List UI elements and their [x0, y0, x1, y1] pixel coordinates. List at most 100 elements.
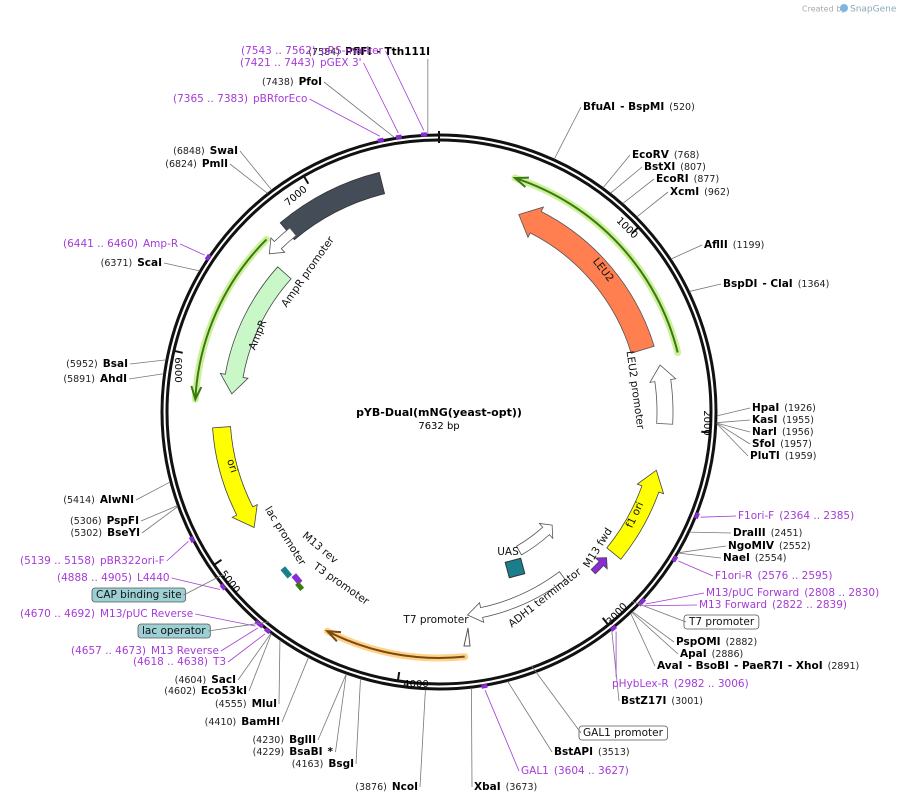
enzyme-label-part: (2886): [712, 649, 744, 660]
primer-site: [610, 624, 618, 632]
enzyme-label-part: (4230): [252, 735, 284, 746]
boxed-leader: [631, 600, 687, 623]
primer-site: [481, 683, 488, 689]
primer-leader: [220, 627, 258, 652]
enzyme-label-part: AflII: [704, 239, 728, 251]
feature-label: T3 promoter: [310, 560, 372, 608]
enzyme-leader: [141, 506, 178, 534]
enzyme-label: (4410) BamHI: [205, 716, 280, 728]
enzyme-label: BfuAI - BspMI (520): [583, 101, 695, 113]
enzyme-label: (4555) MluI: [215, 698, 277, 710]
primer-label: (4618 .. 4638) T3: [133, 656, 226, 668]
primer-label-part: (2822 .. 2839): [772, 599, 847, 611]
primer-label-part: (2808 .. 2830): [804, 587, 879, 599]
enzyme-label: (4229) BsaBI *: [253, 746, 334, 758]
enzyme-label-part: (962): [704, 187, 730, 198]
enzyme-label: DraIII (2451): [733, 527, 802, 539]
primer-label: M13/pUC Forward (2808 .. 2830): [706, 587, 879, 599]
ruler-tick: [631, 227, 639, 235]
enzyme-label-part: ScaI: [137, 257, 162, 269]
enzyme-leader: [278, 639, 281, 705]
primer-label-part: (5139 .. 5158): [20, 555, 95, 567]
enzyme-label-part: (4555): [215, 699, 247, 710]
primer-label-part: pBR322ori-F: [100, 555, 165, 567]
enzyme-leader: [602, 154, 631, 188]
enzyme-leader: [471, 688, 473, 788]
enzyme-label: BstXI (807): [644, 161, 706, 173]
enzyme-label-part: BsaBI: [289, 746, 322, 758]
enzyme-leader: [507, 681, 553, 753]
primer-label-part: M13/pUC Forward: [706, 587, 799, 599]
enzyme-label-part: BsaI: [103, 358, 128, 370]
boxed-frame: [578, 725, 668, 741]
enzyme-label: EcoRV (768): [632, 149, 699, 161]
enzyme-leader: [281, 657, 309, 723]
enzyme-label-part: BstAPI: [554, 746, 593, 758]
t3-feature: [295, 581, 305, 591]
primer-label: pHybLex-R (2982 .. 3006): [612, 678, 749, 690]
lac-feature: [280, 566, 293, 579]
enzyme-label: (4163) BsgI: [292, 758, 354, 770]
primer-leader: [363, 62, 399, 134]
enzyme-label-part: (877): [694, 174, 720, 185]
primer-site: [188, 535, 196, 544]
enzyme-label-part: (1955): [782, 415, 814, 426]
enzyme-label-part: PspFI: [107, 515, 139, 527]
enzyme-label-part: DraIII: [733, 527, 766, 539]
enzyme-leader: [129, 359, 166, 365]
enzyme-label-part: AvaI: [657, 660, 683, 672]
enzyme-label-part: NgoMIV: [728, 540, 775, 552]
enzyme-label-part: SacI: [211, 674, 236, 686]
enzyme-label: BstZ17I (3001): [621, 695, 703, 707]
boxed-label: lac operator: [142, 625, 206, 637]
enzyme-label-part: BglII: [289, 734, 316, 746]
primer-label: (7421 .. 7443) pGEX 3': [240, 57, 362, 69]
enzyme-label-part: (4602): [164, 686, 196, 697]
ampr-direction-head: [190, 385, 203, 402]
enzyme-label: (4604) SacI: [175, 674, 236, 686]
enzyme-leader: [128, 373, 164, 380]
primer-leader: [645, 592, 705, 605]
enzyme-label-part: BsgI: [328, 758, 354, 770]
enzyme-label-part: (6824): [165, 159, 197, 170]
boxed-leader: [183, 574, 224, 596]
enzyme-label: (6848) SwaI: [173, 145, 238, 157]
primer-site: [263, 627, 271, 635]
enzyme-label-part: PluTI: [750, 450, 780, 462]
enzyme-label: NgoMIV (2552): [728, 540, 811, 552]
primer-site: [219, 583, 227, 591]
enzyme-label-part: (4410): [205, 717, 237, 728]
enzyme-label-part: (2554): [755, 553, 787, 564]
enzyme-label: NarI (1956): [752, 426, 814, 438]
primer-label-part: pHybLex-R: [612, 678, 669, 690]
enzyme-label: (4602) Eco53kI: [164, 685, 247, 697]
enzyme-label-part: - ClaI: [762, 278, 792, 290]
enzyme-label-part: PmlI: [202, 158, 228, 170]
enzyme-label: (6371) ScaI: [101, 257, 162, 269]
uas-feature: [504, 557, 526, 579]
m13-rev-feature: [291, 573, 303, 585]
ampr-feature: [219, 266, 292, 395]
enzyme-label: BstAPI (3513): [554, 746, 630, 758]
enzyme-label: SfoI (1957): [752, 438, 812, 450]
credit: Created by: [802, 5, 846, 14]
primer-label-part: (7365 .. 7383): [173, 93, 248, 105]
enzyme-label: (6824) PmlI: [165, 158, 228, 170]
enzyme-leader: [335, 673, 347, 753]
enzyme-label-part: (1199): [733, 240, 765, 251]
enzyme-leader: [553, 106, 582, 160]
primer-leader: [643, 604, 698, 607]
primer-label-part: Amp-R: [143, 238, 178, 250]
leu2-promoter-feature: [649, 364, 677, 425]
primer-label-part: T3: [212, 656, 226, 668]
boxed-leader: [531, 665, 582, 734]
enzyme-leader: [716, 423, 749, 457]
enzyme-label-part: EcoRV: [632, 149, 670, 161]
enzyme-label-part: (5302): [71, 528, 103, 539]
plasmid-size: 7632 bp: [418, 421, 459, 432]
primer-label-part: (4670 .. 4692): [20, 608, 95, 620]
enzyme-label: (4230) BglII: [252, 734, 316, 746]
primer-label-part: M13 Forward: [699, 599, 767, 611]
enzyme-label-part: (5952): [66, 359, 98, 370]
enzyme-leader: [317, 673, 347, 741]
